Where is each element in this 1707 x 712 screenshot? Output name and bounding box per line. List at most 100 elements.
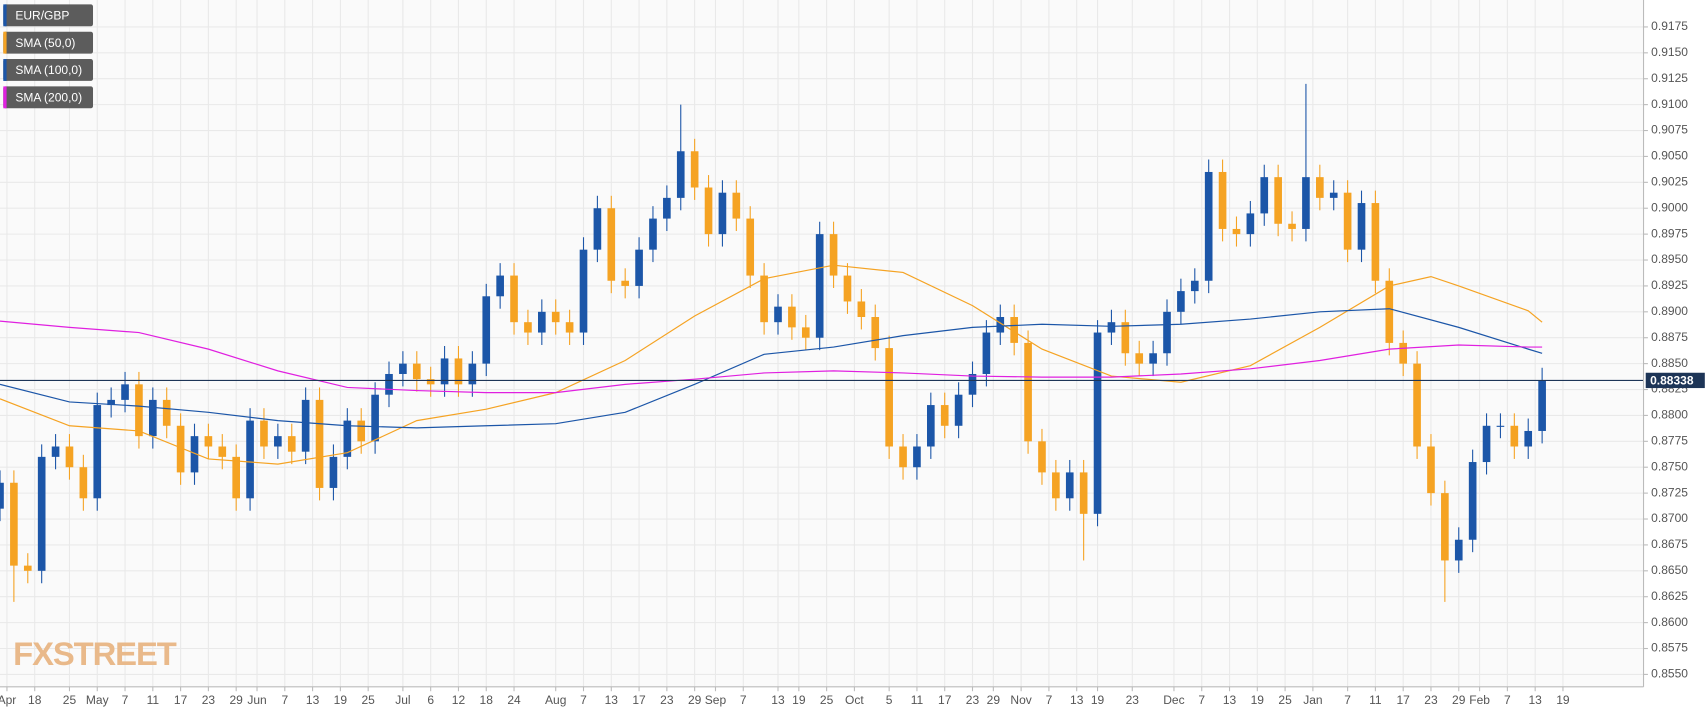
y-tick-label: 0.8775 [1651,433,1688,447]
candle-body [190,436,199,473]
candle-body [1052,472,1060,499]
candle-body [690,151,699,188]
candle-body [843,275,852,302]
x-tick-label: 7 [1046,693,1053,707]
legend-label: EUR/GBP [15,9,69,23]
x-tick-label: 29 [1452,693,1466,707]
x-tick-label: 13 [306,693,320,707]
x-tick-label: May [86,693,109,707]
candle-body [79,467,88,499]
x-tick-label: 18 [28,693,42,707]
candle-body [1468,462,1477,540]
x-tick-label: 17 [938,693,952,707]
candle-body [621,280,630,286]
candle-body [649,218,657,250]
candle-body [440,358,449,385]
grid [0,0,1644,687]
last-price-label: 0.88338 [1650,374,1694,388]
x-tick-label: 12 [452,693,466,707]
candle-body [1385,280,1394,343]
marks [0,83,1644,602]
candle-body [107,399,115,406]
candle-body [1149,353,1157,364]
candle-body [260,420,268,447]
x-tick-label: 19 [792,693,806,707]
plot-background [0,0,1644,687]
candle-body [93,405,102,499]
candle-body [996,317,1005,333]
x-tick-label: 17 [174,693,188,707]
y-tick-label: 0.8800 [1651,408,1688,422]
last-price-box [1645,372,1705,389]
candle-body [1454,539,1463,561]
x-tick-label: 19 [1251,693,1265,707]
x-tick-label: 13 [1223,693,1237,707]
candle-body [399,363,407,374]
x-tick-label: Jul [395,693,410,707]
candle-body [1107,322,1116,333]
candle-body [496,275,504,297]
candle-body [913,446,921,468]
x-tick-label: 7 [580,693,587,707]
x-tick-label: 19 [1556,693,1570,707]
x-tick-label: 18 [480,693,494,707]
y-tick-label: 0.8875 [1651,330,1688,344]
candle-body [801,327,810,338]
candle-body [51,446,60,457]
x-tick-label: 25 [1278,693,1292,707]
candle-body [149,399,157,437]
candle-body [565,322,574,333]
legend-box [3,4,94,27]
candle-body [1496,425,1505,427]
candle-body [357,420,366,442]
x-tick-label: 23 [660,693,674,707]
x-tick-label: 25 [820,693,834,707]
candle-body [1538,380,1546,431]
candle-body [1524,430,1533,447]
candle-body [204,436,213,447]
candle-body [274,436,282,447]
candle-body [1232,228,1241,235]
candle-body [121,384,129,400]
x-tick-label: 25 [361,693,375,707]
candle-body [454,358,463,385]
y-tick-label: 0.8700 [1651,511,1688,525]
legend-label: SMA (200,0) [15,91,82,105]
x-tick-label: 7 [740,693,747,707]
candle-body [482,296,491,364]
candle-body [1399,342,1408,364]
y-tick-label: 0.8625 [1651,589,1688,603]
candle-body [1024,342,1032,442]
y-tick-label: 0.8950 [1651,252,1688,266]
watermark: FXSTREET [13,635,177,672]
candle-body [940,405,949,426]
candle-body [218,446,227,457]
y-tick-label: 0.8900 [1651,304,1688,318]
candle-body [371,394,379,442]
x-tick-label: Feb [1469,693,1490,707]
candle-body [412,363,421,380]
x-tick-label: 29 [688,693,702,707]
candle-body [329,456,338,488]
candle-body [607,208,616,281]
candle-body [1329,192,1338,198]
candle-body [1135,353,1144,364]
candle-body [162,399,171,426]
x-tick-label: 23 [1126,693,1140,707]
x-tick-label: 23 [1424,693,1438,707]
candle-body [1343,192,1352,250]
legend-box [3,86,94,109]
x-tick-label: 23 [966,693,980,707]
legend-label: SMA (100,0) [15,63,82,77]
candle-body [676,151,685,198]
x-tick-label: Jan [1303,693,1322,707]
y-tick-label: 0.9025 [1651,175,1688,189]
x-tick-label: 7 [122,693,129,707]
candle-body [885,348,893,447]
legend-swatch [3,31,7,54]
candle-body [510,275,518,323]
y-tick-label: 0.8975 [1651,226,1688,240]
candle-body [1163,311,1171,354]
x-tick-label: Dec [1163,693,1184,707]
